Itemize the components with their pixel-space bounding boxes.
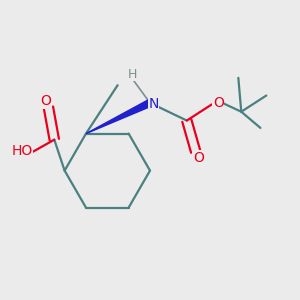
Text: HO: HO (11, 145, 32, 158)
Text: O: O (193, 151, 204, 165)
Text: N: N (148, 98, 159, 111)
Text: H: H (128, 68, 137, 81)
Text: O: O (40, 94, 52, 108)
Text: O: O (213, 96, 224, 110)
Polygon shape (86, 100, 152, 134)
